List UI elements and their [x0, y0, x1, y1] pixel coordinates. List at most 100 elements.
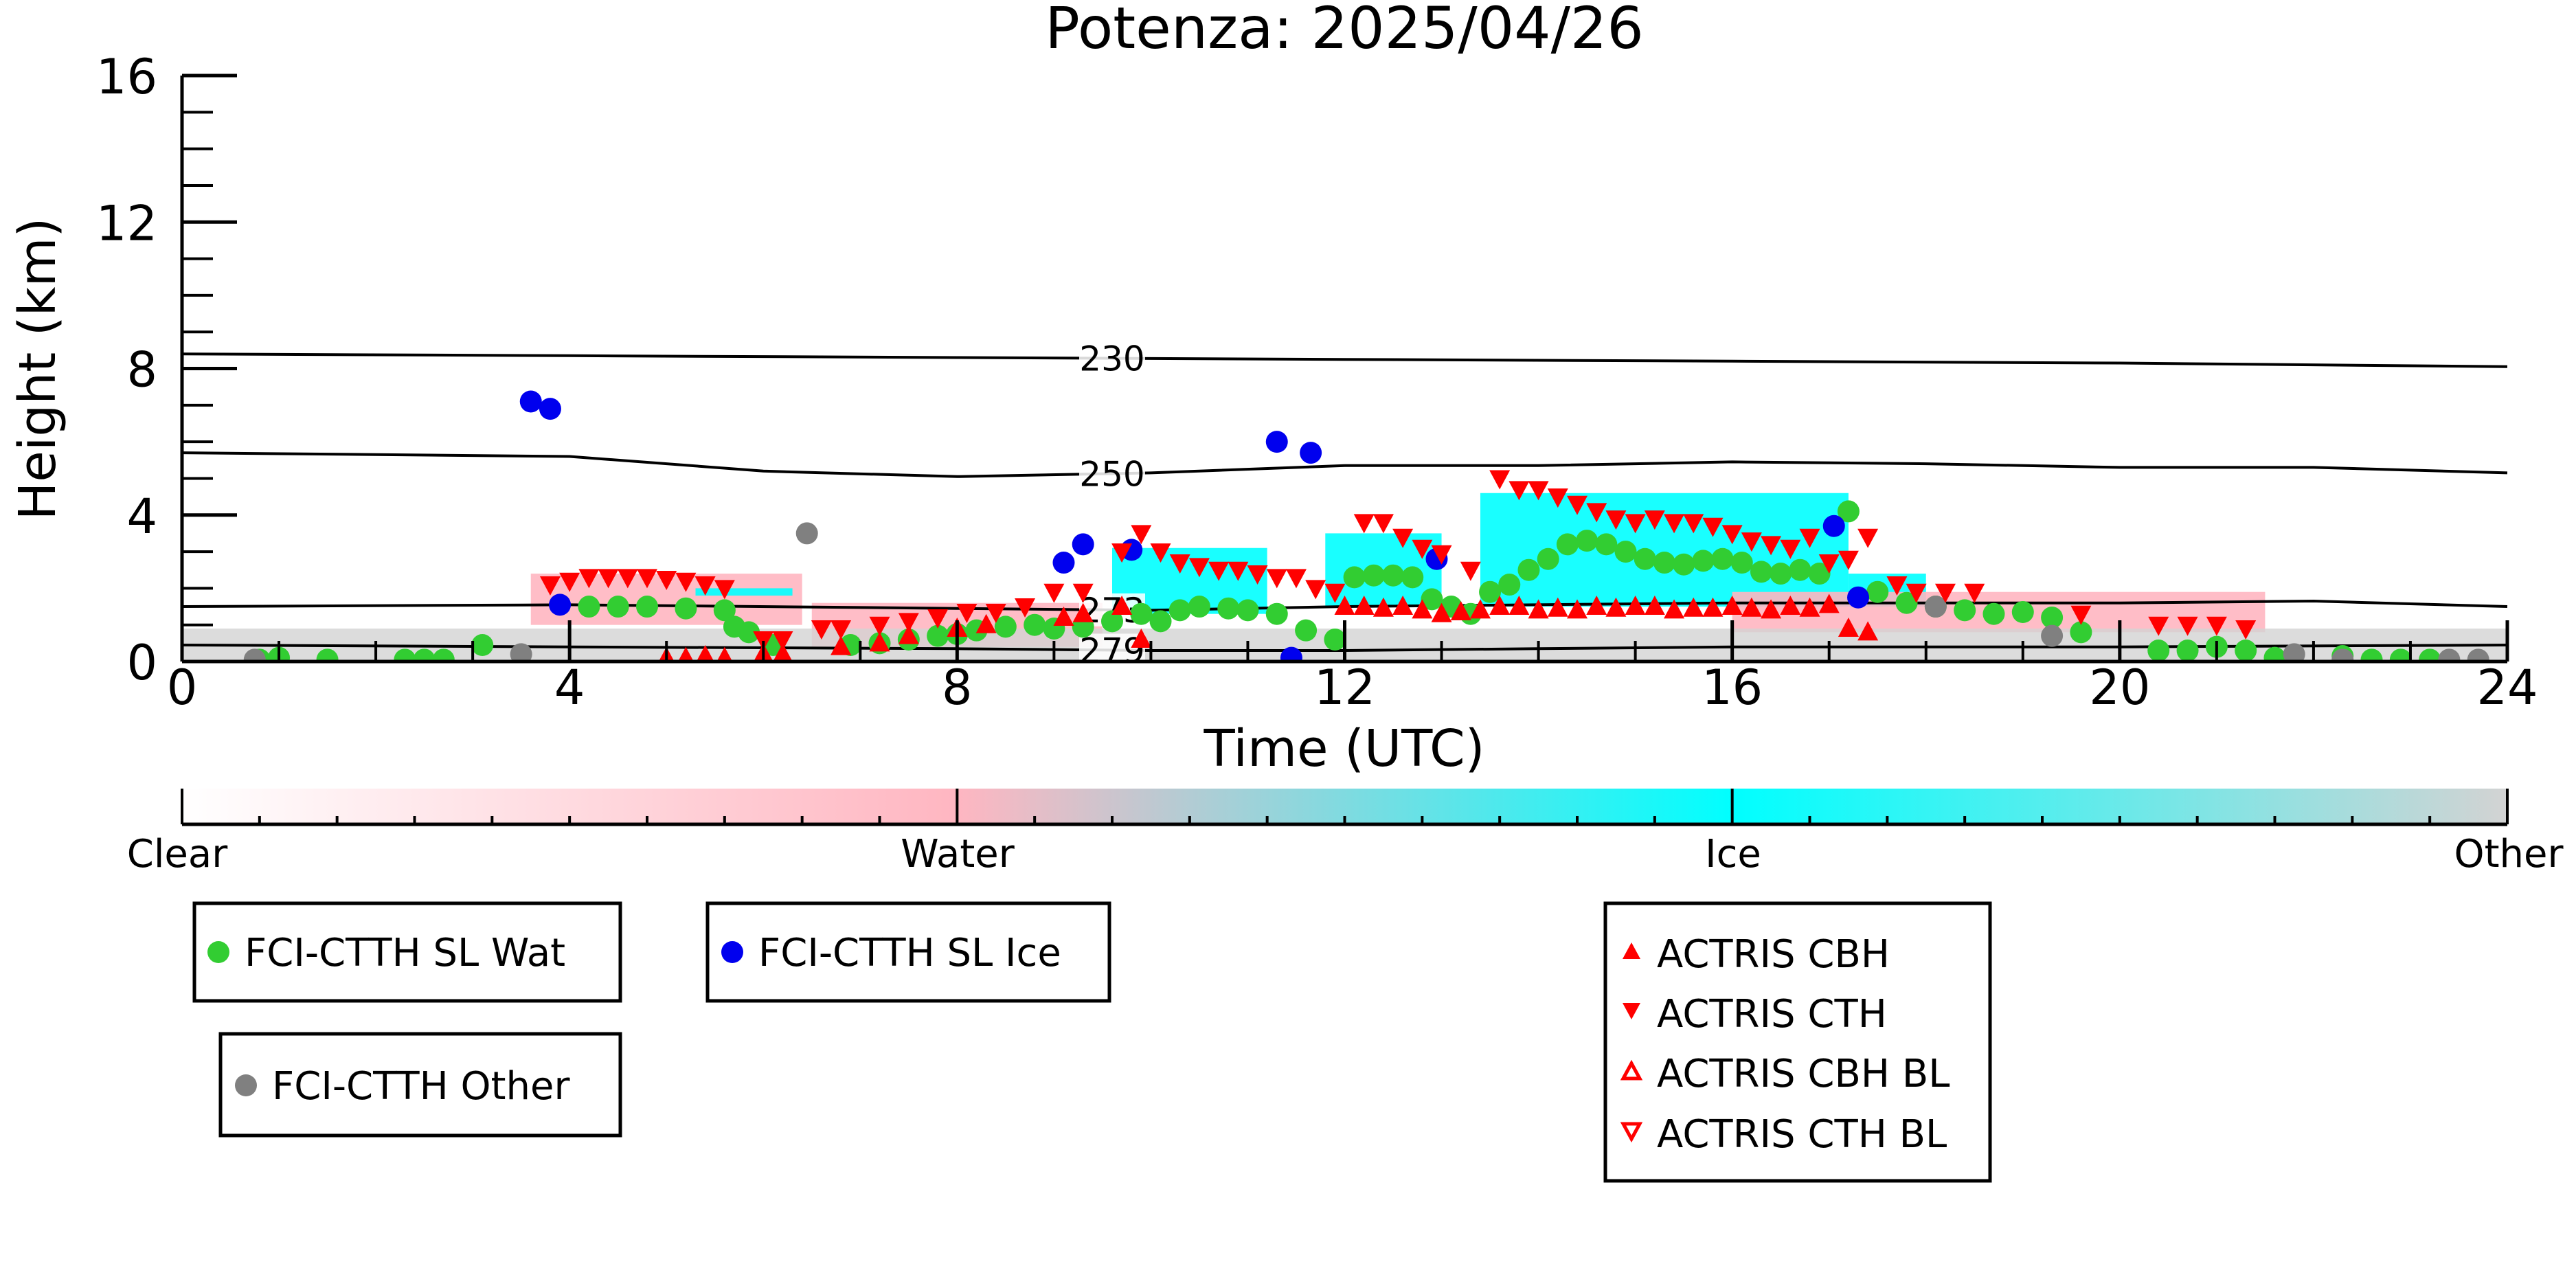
point-fci-ctth-other-0 — [243, 648, 266, 662]
point-actris-cth-40 — [1489, 470, 1511, 490]
point-fci-ctth-sl-wat-35 — [1343, 566, 1366, 589]
colorbar-label-ice: Ice — [1705, 832, 1761, 877]
point-actris-cth-60 — [1886, 576, 1908, 596]
point-fci-ctth-sl-wat-51 — [1653, 552, 1675, 574]
y-tick-label-0: 0 — [126, 635, 157, 691]
point-actris-cbh-33 — [1683, 597, 1704, 617]
point-actris-cth-49 — [1664, 514, 1685, 534]
point-actris-cbh-2 — [696, 645, 714, 662]
x-tick-label-4: 4 — [554, 659, 585, 716]
isotherm-250 — [181, 451, 2508, 478]
point-actris-cbh-41 — [1838, 618, 1859, 637]
point-fci-ctth-sl-wat-52 — [1673, 553, 1695, 576]
point-actris-cbh-5 — [773, 643, 793, 662]
point-actris-cth-66 — [2177, 616, 2198, 636]
point-actris-cbh-18 — [1392, 596, 1414, 615]
point-fci-ctth-sl-wat-11 — [713, 599, 736, 622]
point-actris-cth-55 — [1780, 539, 1801, 559]
point-fci-ctth-sl-wat-57 — [1770, 563, 1792, 585]
point-actris-cbh-32 — [1664, 599, 1685, 619]
isotherm-label-279: 279 — [1079, 631, 1144, 670]
point-actris-cth-29 — [1247, 565, 1268, 585]
point-fci-ctth-sl-ice-3 — [1052, 552, 1075, 574]
point-fci-ctth-sl-wat-8 — [607, 596, 629, 618]
y-tick-label-8: 8 — [126, 342, 157, 398]
legend-wat: FCI-CTTH SL Wat — [192, 901, 622, 1003]
point-actris-cth-53 — [1741, 532, 1762, 552]
point-actris-cth-43 — [1547, 488, 1568, 508]
point-actris-cth-52 — [1721, 525, 1743, 545]
point-actris-cbh-16 — [1353, 596, 1375, 615]
point-actris-cth-44 — [1567, 495, 1588, 515]
colorbar-label-water: Water — [901, 832, 1015, 877]
point-actris-cth-18 — [985, 604, 1006, 624]
point-fci-ctth-sl-wat-21 — [994, 615, 1017, 638]
legend-label-cbh-bl: ACTRIS CBH BL — [1657, 1052, 1950, 1096]
legend-label-ice: FCI-CTTH SL Ice — [758, 931, 1061, 975]
point-fci-ctth-sl-wat-53 — [1692, 550, 1715, 572]
point-fci-ctth-sl-ice-10 — [1822, 515, 1845, 537]
point-fci-ctth-sl-wat-62 — [1895, 591, 1918, 614]
point-actris-cth-37 — [1412, 539, 1433, 559]
x-tick-label-0: 0 — [167, 659, 198, 716]
point-actris-cth-7 — [675, 572, 697, 592]
point-fci-ctth-sl-wat-13 — [738, 621, 760, 644]
point-actris-cth-14 — [869, 616, 890, 636]
x-tick-label-8: 8 — [942, 659, 973, 716]
point-actris-cbh-24 — [1509, 596, 1530, 615]
point-actris-cth-11 — [772, 631, 793, 651]
point-actris-cth-68 — [2235, 620, 2257, 640]
point-actris-cth-42 — [1528, 481, 1549, 501]
point-fci-ctth-sl-wat-46 — [1556, 533, 1579, 556]
point-fci-ctth-sl-wat-60 — [1837, 500, 1860, 523]
point-actris-cbh-13 — [1111, 596, 1133, 615]
point-fci-ctth-sl-wat-56 — [1750, 561, 1772, 583]
point-fci-ctth-sl-wat-25 — [1101, 610, 1123, 633]
point-fci-ctth-sl-wat-69 — [2147, 640, 2170, 662]
point-actris-cth-41 — [1509, 481, 1530, 501]
point-actris-cth-1 — [559, 572, 580, 592]
point-actris-cth-27 — [1208, 561, 1230, 581]
point-actris-cth-39 — [1460, 561, 1481, 581]
colorbar-label-clear: Clear — [127, 832, 228, 877]
legend-marker-wat — [207, 941, 229, 963]
point-fci-ctth-sl-ice-2 — [549, 594, 572, 616]
point-actris-cbh-29 — [1605, 597, 1627, 617]
point-fci-ctth-sl-wat-10 — [675, 597, 697, 620]
point-fci-ctth-sl-wat-29 — [1188, 596, 1210, 618]
point-fci-ctth-sl-wat-72 — [2235, 640, 2257, 662]
point-actris-cbh-11 — [1053, 607, 1074, 626]
point-fci-ctth-sl-ice-1 — [539, 398, 561, 420]
colorbar-ticks — [181, 789, 2509, 824]
point-actris-cbh-30 — [1625, 596, 1646, 615]
point-fci-ctth-other-6 — [2331, 648, 2354, 662]
point-actris-cbh-25 — [1528, 599, 1549, 619]
point-fci-ctth-sl-wat-6 — [471, 634, 494, 657]
point-actris-cth-36 — [1392, 528, 1414, 548]
point-actris-cbh-35 — [1721, 596, 1743, 615]
legend-marker-cth — [1623, 1003, 1640, 1019]
point-actris-cth-57 — [1818, 554, 1840, 574]
point-actris-cbh-21 — [1450, 601, 1471, 621]
colorbar-label-other: Other — [2454, 832, 2564, 877]
point-fci-ctth-other-8 — [2467, 648, 2489, 662]
point-fci-ctth-sl-wat-50 — [1634, 547, 1656, 570]
point-actris-cth-24 — [1150, 543, 1171, 563]
point-actris-cth-3 — [598, 569, 619, 589]
point-actris-cth-0 — [539, 576, 561, 596]
point-fci-ctth-sl-wat-18 — [927, 624, 949, 647]
colorbar: Clear Water Ice Other — [127, 789, 2564, 877]
point-actris-cth-32 — [1305, 580, 1326, 600]
point-fci-ctth-sl-wat-9 — [636, 596, 658, 618]
point-actris-cbh-38 — [1780, 596, 1801, 615]
point-fci-ctth-sl-wat-45 — [1537, 547, 1559, 570]
y-tick-label-12: 12 — [96, 195, 157, 251]
point-actris-cbh-12 — [1072, 602, 1094, 622]
point-actris-cbh-3 — [716, 646, 733, 662]
point-actris-cbh-26 — [1547, 597, 1568, 617]
legend-marker-cth-bl — [1620, 1122, 1643, 1143]
point-actris-cth-45 — [1586, 503, 1607, 523]
point-fci-ctth-sl-wat-59 — [1808, 563, 1831, 585]
point-actris-cbh-34 — [1702, 597, 1724, 617]
